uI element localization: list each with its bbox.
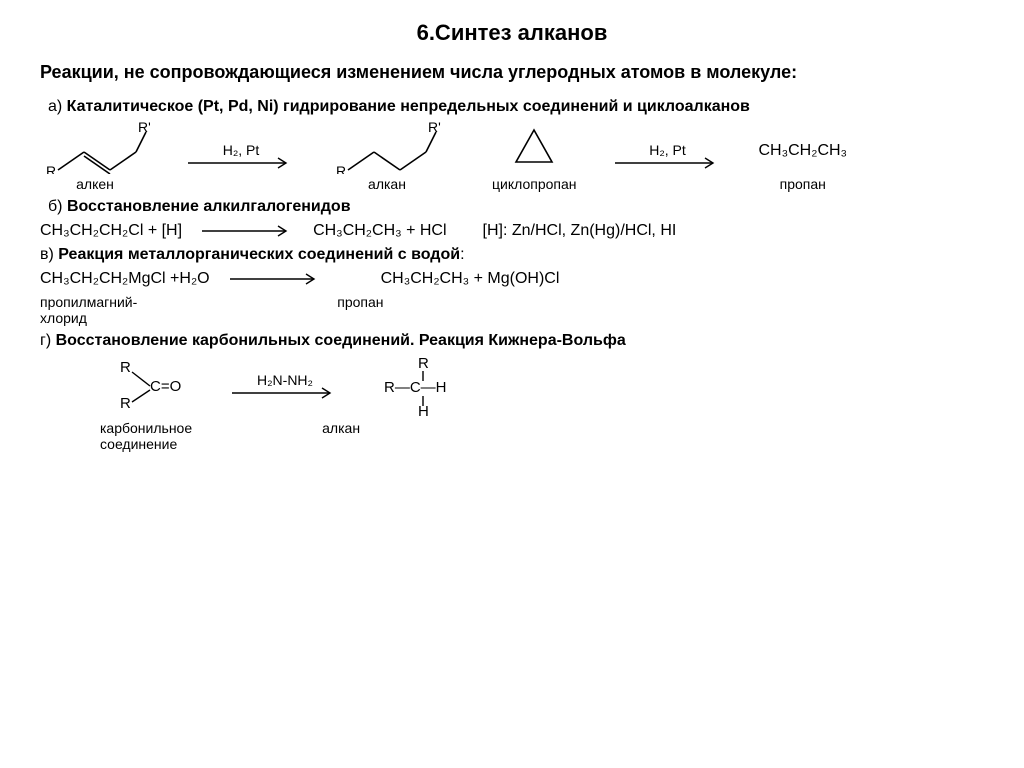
- cyclopropane-structure: [504, 122, 564, 174]
- svg-text:R: R: [418, 356, 429, 372]
- alkene-col: R R' алкен: [40, 122, 150, 192]
- cyclopropane-col: циклопропан: [492, 122, 577, 192]
- page-subtitle: Реакции, не сопровождающиеся изменением …: [40, 60, 984, 84]
- svg-text:R—C—H: R—C—H: [384, 379, 447, 396]
- d-product-col: R R—C—H H: [376, 356, 466, 416]
- alkane-product-structure: R R—C—H H: [376, 356, 466, 416]
- svg-text:H: H: [418, 403, 429, 416]
- svg-text:R: R: [120, 395, 131, 412]
- arrow-a2: H₂, Pt: [613, 142, 723, 170]
- propane-col: CH₃CH₂CH₃ пропан: [759, 142, 848, 192]
- carbonyl-structure: R C=O R: [110, 358, 194, 414]
- section-a-prefix: а): [48, 98, 67, 115]
- section-c-head: в) Реакция металлорганических соединений…: [40, 246, 984, 264]
- section-c-colon: :: [460, 246, 464, 263]
- propane-formula: CH₃CH₂CH₃: [759, 142, 848, 160]
- section-c-bold: Реакция металлорганических соединений с …: [58, 246, 460, 263]
- alkene-label: алкен: [76, 176, 114, 192]
- arrow-icon: [200, 224, 295, 238]
- section-d-labels: карбонильное соединение алкан: [100, 418, 984, 452]
- section-d-row: R C=O R H₂N-NH₂ R R—C—H H: [110, 356, 984, 416]
- section-b-prefix: б): [48, 198, 67, 215]
- arrow-d: H₂N-NH₂: [230, 372, 340, 400]
- arrow-icon: [228, 272, 323, 286]
- section-b-head: б) Восстановление алкилгалогенидов: [48, 198, 984, 216]
- alkane-structure: R R': [332, 122, 442, 174]
- section-d-head: г) Восстановление карбонильных соединени…: [40, 332, 984, 350]
- section-b-row: CH₃CH₂CH₂Cl + [H] CH₃CH₂CH₃ + HCl [H]: Z…: [40, 222, 984, 240]
- c-product: CH₃CH₂CH₃ + Mg(OH)Cl: [381, 270, 560, 288]
- b-reagent: CH₃CH₂CH₂Cl + [H]: [40, 222, 182, 240]
- r-label-2: R: [336, 163, 346, 174]
- section-b-bold: Восстановление алкилгалогенидов: [67, 198, 351, 215]
- rp-label-2: R': [428, 122, 441, 135]
- alkane-col: R R' алкан: [332, 122, 442, 192]
- section-d-prefix: г): [40, 332, 56, 349]
- propane-label: пропан: [780, 176, 826, 192]
- d-label-left: карбонильное соединение: [100, 420, 192, 452]
- c-label-right: пропан: [337, 294, 383, 310]
- section-c-labels: пропилмагний- хлорид пропан: [40, 292, 984, 326]
- c-label-left: пропилмагний- хлорид: [40, 294, 137, 326]
- section-a-head: а) Каталитическое (Pt, Pd, Ni) гидрирова…: [48, 98, 984, 116]
- rp-label: R': [138, 122, 150, 135]
- section-c-row: CH₃CH₂CH₂MgCl +H₂O CH₃CH₂CH₃ + Mg(OH)Cl: [40, 270, 984, 288]
- carbonyl-col: R C=O R: [110, 358, 194, 414]
- arrow-icon: [230, 386, 340, 400]
- section-a-bold: Каталитическое (Pt, Pd, Ni) гидрирование…: [67, 98, 750, 115]
- alkane-label: алкан: [368, 176, 406, 192]
- section-d-bold: Восстановление карбонильных соединений. …: [56, 332, 626, 349]
- svg-text:R: R: [120, 359, 131, 376]
- arrow-a1: H₂, Pt: [186, 142, 296, 170]
- page-title: 6.Синтез алканов: [40, 20, 984, 46]
- section-c-prefix: в): [40, 246, 58, 263]
- section-a-row: R R' алкен H₂, Pt R R' алкан циклопропан…: [40, 122, 984, 192]
- r-label: R: [46, 163, 56, 174]
- alkene-structure: R R': [40, 122, 150, 174]
- d-label-right: алкан: [322, 420, 360, 436]
- arrow-icon: [186, 156, 296, 170]
- c-reagent: CH₃CH₂CH₂MgCl +H₂O: [40, 270, 210, 288]
- cyclopropane-label: циклопропан: [492, 176, 577, 192]
- b-product: CH₃CH₂CH₃ + HCl: [313, 222, 446, 240]
- arrow-icon: [613, 156, 723, 170]
- svg-text:C=O: C=O: [150, 378, 181, 395]
- b-note: [H]: Zn/HCl, Zn(Hg)/HCl, HI: [483, 222, 677, 240]
